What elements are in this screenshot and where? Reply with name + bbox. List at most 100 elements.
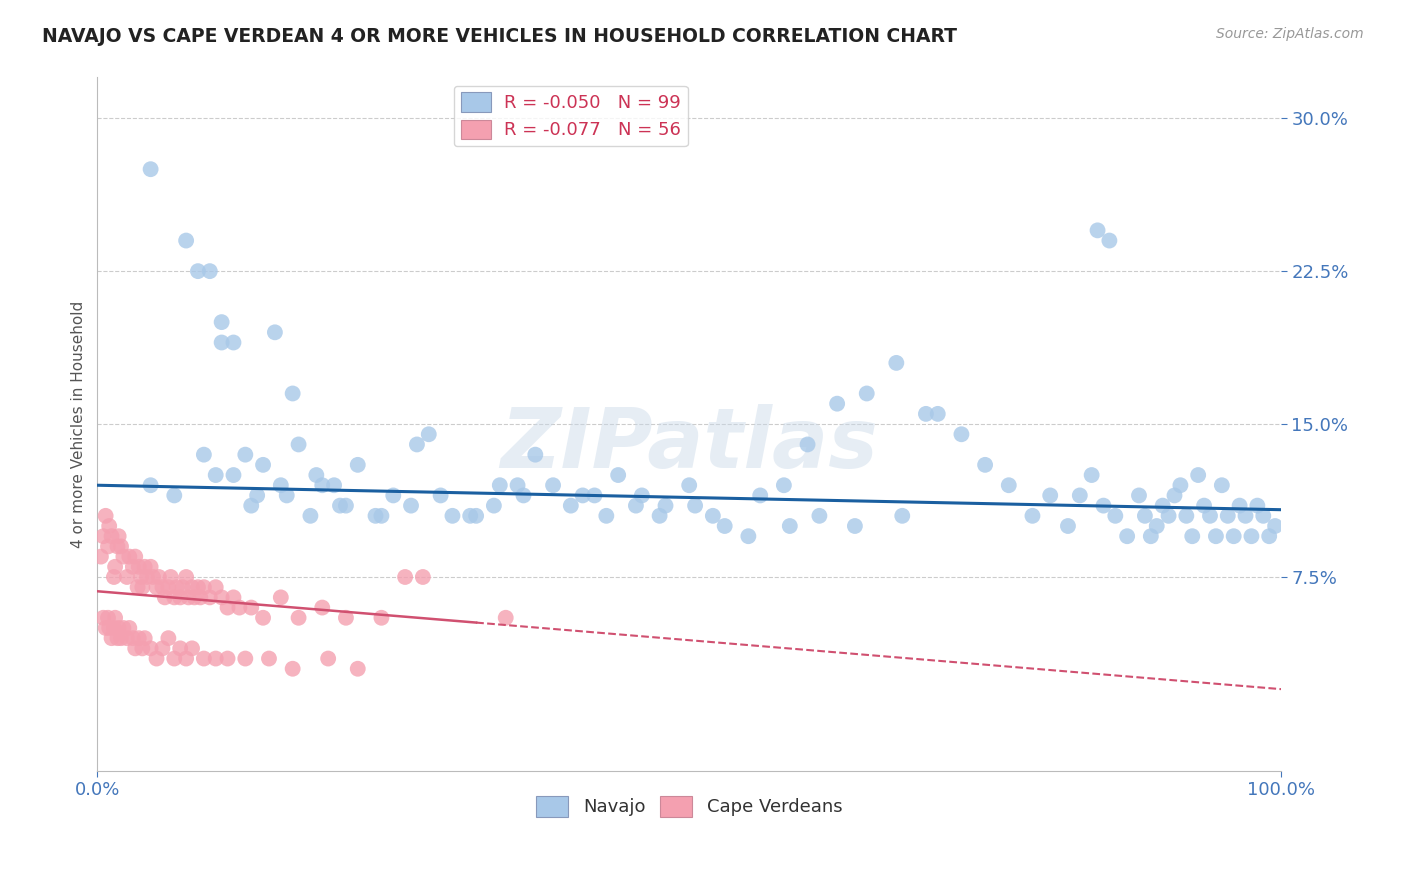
Point <box>211 315 233 329</box>
Y-axis label: 4 or more Vehicles in Household: 4 or more Vehicles in Household <box>72 301 86 548</box>
Point <box>305 468 328 483</box>
Point <box>927 407 949 421</box>
Point <box>458 508 481 523</box>
Point <box>364 508 387 523</box>
Point <box>91 611 114 625</box>
Point <box>163 651 186 665</box>
Point <box>1170 478 1192 492</box>
Point <box>974 458 997 472</box>
Point <box>204 580 226 594</box>
Point <box>110 631 132 645</box>
Point <box>193 448 215 462</box>
Point <box>335 499 357 513</box>
Point <box>139 559 162 574</box>
Point <box>825 397 848 411</box>
Point <box>571 488 593 502</box>
Point <box>1234 508 1257 523</box>
Point <box>1157 508 1180 523</box>
Point <box>287 437 309 451</box>
Point <box>187 580 209 594</box>
Point <box>299 508 322 523</box>
Point <box>1211 478 1233 492</box>
Point <box>1199 508 1222 523</box>
Point <box>560 499 582 513</box>
Point <box>166 580 188 594</box>
Point <box>233 651 256 665</box>
Point <box>104 611 127 625</box>
Point <box>112 549 135 564</box>
Point <box>174 651 197 665</box>
Point <box>107 540 129 554</box>
Point <box>169 641 191 656</box>
Point <box>346 458 368 472</box>
Point <box>399 499 422 513</box>
Point <box>281 662 304 676</box>
Point <box>1021 508 1043 523</box>
Point <box>118 621 141 635</box>
Point <box>855 386 877 401</box>
Point <box>217 600 239 615</box>
Point <box>1098 234 1121 248</box>
Point <box>276 488 298 502</box>
Point <box>148 570 170 584</box>
Point <box>129 570 152 584</box>
Point <box>1175 508 1198 523</box>
Point <box>98 621 121 635</box>
Point <box>281 386 304 401</box>
Point <box>139 162 162 177</box>
Point <box>169 591 191 605</box>
Point <box>163 488 186 502</box>
Point <box>1229 499 1251 513</box>
Point <box>287 611 309 625</box>
Point <box>1092 499 1115 513</box>
Point <box>335 611 357 625</box>
Point <box>193 580 215 594</box>
Point <box>204 651 226 665</box>
Point <box>152 580 174 594</box>
Point <box>654 499 676 513</box>
Point <box>1187 468 1209 483</box>
Point <box>142 570 165 584</box>
Point <box>429 488 451 502</box>
Point <box>1140 529 1163 543</box>
Point <box>193 651 215 665</box>
Point <box>311 478 333 492</box>
Point <box>246 488 269 502</box>
Point <box>316 651 339 665</box>
Point <box>128 631 150 645</box>
Point <box>124 549 146 564</box>
Point <box>488 478 510 492</box>
Point <box>1116 529 1139 543</box>
Point <box>107 621 129 635</box>
Point <box>412 570 434 584</box>
Point <box>524 448 547 462</box>
Point <box>270 478 292 492</box>
Point <box>648 508 671 523</box>
Point <box>796 437 818 451</box>
Point <box>127 580 149 594</box>
Point <box>157 580 180 594</box>
Point <box>94 621 117 635</box>
Point <box>124 641 146 656</box>
Point <box>100 529 122 543</box>
Point <box>100 631 122 645</box>
Point <box>495 611 517 625</box>
Point <box>1264 519 1286 533</box>
Point <box>174 570 197 584</box>
Point <box>1216 508 1239 523</box>
Point <box>257 651 280 665</box>
Point <box>174 234 197 248</box>
Point <box>1080 468 1102 483</box>
Point <box>1104 508 1126 523</box>
Point <box>97 540 120 554</box>
Point <box>188 591 211 605</box>
Point <box>737 529 759 543</box>
Point <box>512 488 534 502</box>
Point <box>91 529 114 543</box>
Point <box>118 549 141 564</box>
Point <box>204 468 226 483</box>
Point <box>252 458 274 472</box>
Point <box>115 570 138 584</box>
Point <box>131 641 153 656</box>
Point <box>808 508 831 523</box>
